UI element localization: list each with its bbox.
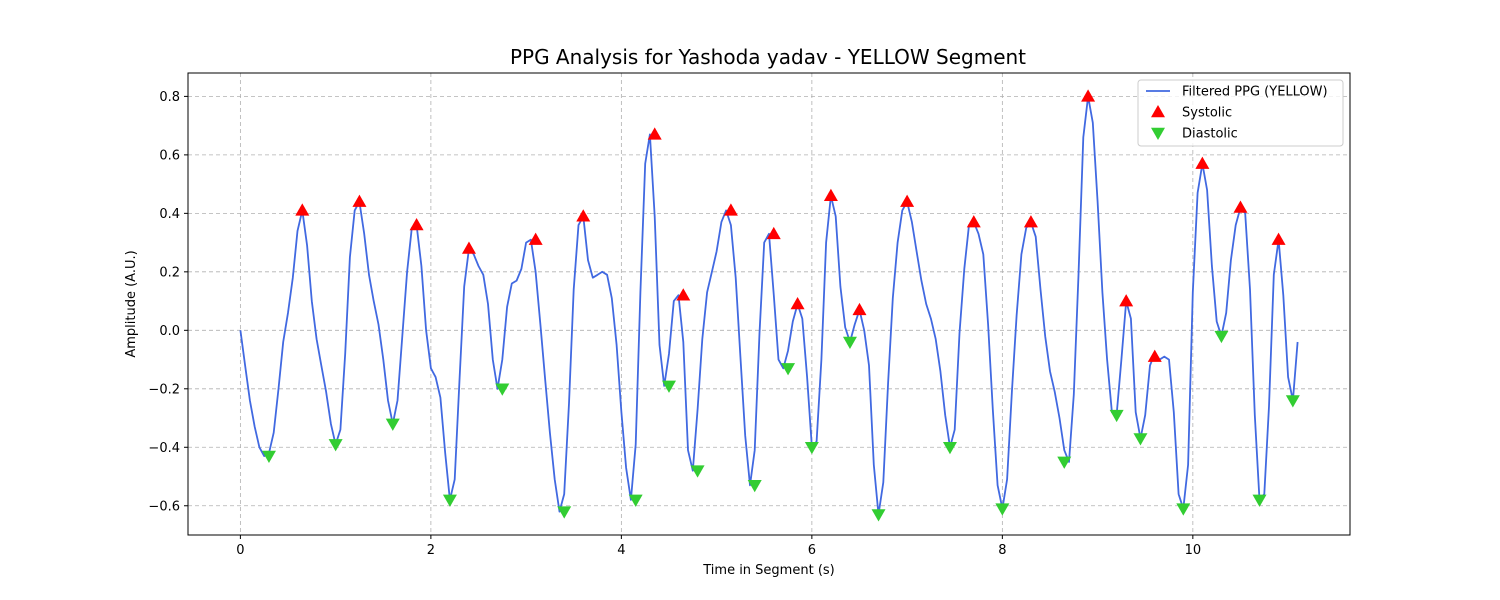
x-tick-label: 6	[808, 543, 816, 558]
diastolic-marker	[495, 383, 510, 396]
systolic-marker	[766, 226, 781, 240]
diastolic-marker	[1109, 409, 1124, 423]
systolic-marker	[723, 203, 738, 216]
peak-markers	[261, 89, 1300, 522]
legend-label: Systolic	[1182, 106, 1232, 121]
chart-title: PPG Analysis for Yashoda yadav - YELLOW …	[510, 45, 1026, 69]
y-tick-label: 0.6	[159, 148, 180, 163]
legend-label: Filtered PPG (YELLOW)	[1182, 85, 1328, 100]
diastolic-marker	[1057, 456, 1072, 469]
diastolic-marker	[442, 494, 457, 507]
systolic-marker	[352, 194, 367, 207]
x-axis-label: Time in Segment (s)	[702, 563, 834, 578]
diastolic-marker	[1133, 433, 1148, 446]
x-tick-label: 4	[617, 543, 625, 558]
diastolic-marker	[328, 439, 343, 452]
legend-label: Diastolic	[1182, 127, 1238, 142]
systolic-marker	[528, 232, 543, 245]
systolic-marker	[1119, 294, 1134, 307]
diastolic-marker	[842, 336, 857, 350]
systolic-marker	[852, 302, 867, 316]
diastolic-marker	[385, 418, 400, 431]
systolic-marker	[295, 203, 310, 216]
y-tick-label: 0.8	[159, 90, 180, 105]
diastolic-marker	[942, 442, 957, 455]
diastolic-marker	[661, 380, 676, 393]
systolic-marker	[966, 215, 981, 228]
systolic-marker	[676, 288, 691, 301]
systolic-marker	[900, 194, 915, 207]
systolic-marker	[1271, 232, 1286, 245]
systolic-marker	[1147, 349, 1162, 362]
legend-box	[1137, 79, 1344, 147]
systolic-marker	[461, 241, 476, 254]
diastolic-marker	[747, 480, 762, 493]
x-tick-label: 2	[427, 543, 435, 558]
systolic-marker	[790, 297, 805, 310]
systolic-marker	[1023, 215, 1038, 228]
diastolic-marker	[995, 503, 1010, 516]
diastolic-marker	[781, 363, 796, 376]
legend-diastolic-swatch	[1151, 127, 1165, 140]
y-tick-label: −0.2	[148, 382, 180, 397]
x-tick-label: 8	[998, 543, 1006, 558]
plot-frame	[187, 72, 1351, 536]
diastolic-marker	[1176, 503, 1191, 516]
diastolic-marker	[557, 506, 572, 519]
y-tick-label: 0.4	[159, 207, 180, 222]
diastolic-marker	[804, 442, 819, 455]
diastolic-marker	[690, 465, 705, 478]
grid-lines	[188, 73, 1350, 535]
axis-ticks: 0 2 4 6 8 10 −0.6 −0.4 −0.2 0.0 0.2 0.4 0.6 0.8	[148, 90, 1201, 558]
y-axis-label: Amplitude (A.U.)	[124, 250, 139, 357]
y-tick-label: −0.4	[148, 441, 180, 456]
y-tick-label: 0.0	[159, 324, 180, 339]
x-tick-label: 0	[236, 543, 244, 558]
diastolic-marker	[628, 494, 643, 507]
systolic-marker	[576, 209, 591, 222]
y-tick-label: 0.2	[159, 265, 180, 280]
diastolic-marker	[1252, 494, 1267, 507]
diastolic-marker	[261, 450, 276, 464]
systolic-marker	[1081, 89, 1096, 102]
diastolic-marker	[1214, 330, 1229, 344]
x-tick-label: 10	[1185, 543, 1202, 558]
diastolic-marker	[871, 509, 886, 522]
systolic-marker	[1233, 200, 1248, 213]
systolic-marker	[409, 218, 424, 231]
systolic-marker	[647, 127, 662, 140]
y-tick-label: −0.6	[148, 499, 180, 514]
legend: Filtered PPG (YELLOW) Systolic Diastolic	[1137, 79, 1344, 147]
systolic-marker	[1195, 156, 1210, 169]
systolic-marker	[823, 188, 838, 202]
legend-systolic-swatch	[1151, 105, 1165, 118]
diastolic-marker	[1285, 395, 1300, 408]
